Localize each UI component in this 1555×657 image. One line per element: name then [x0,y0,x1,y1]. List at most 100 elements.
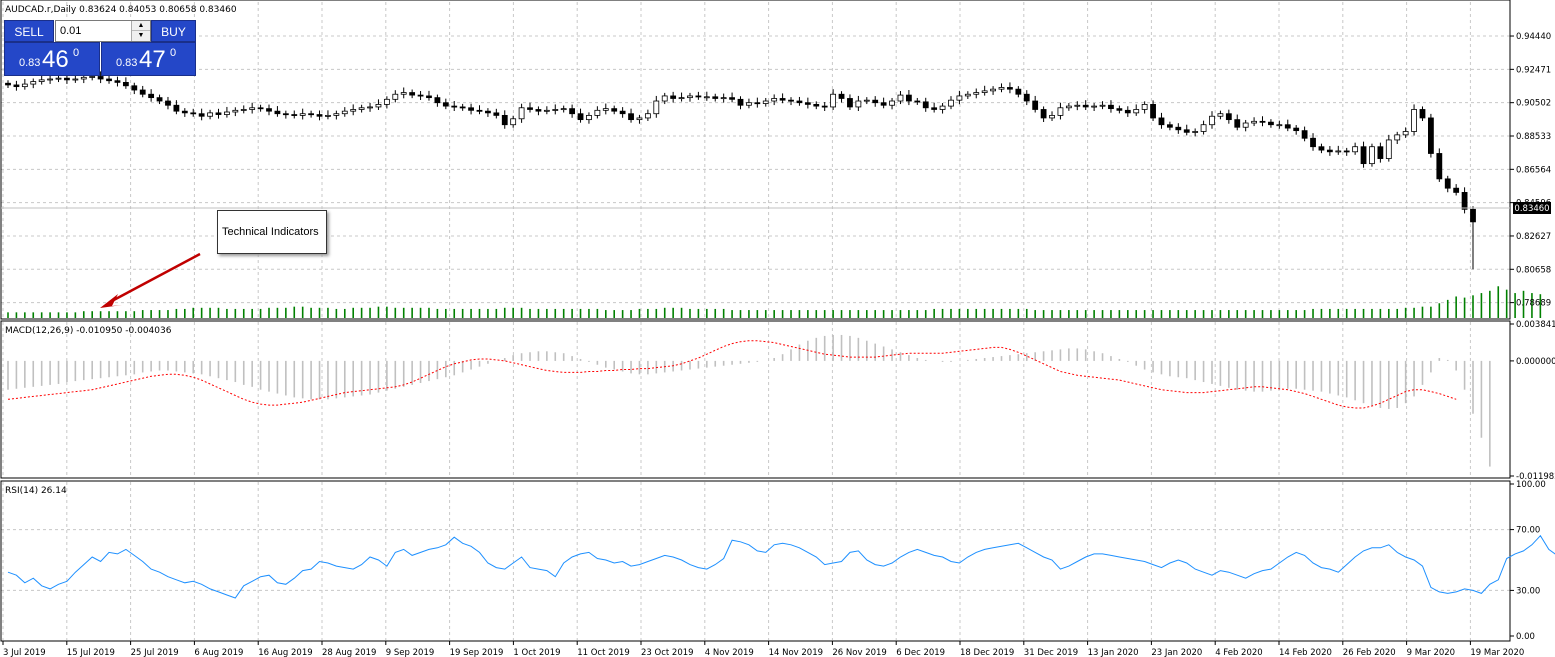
candle-body [476,109,483,112]
macd-pane[interactable] [0,320,1511,479]
candle-body [358,107,365,110]
annotation-arrow [100,252,201,308]
candle-body [1183,129,1190,133]
price-tick-label: 0.86564 [1516,165,1551,175]
candle-body [240,109,247,111]
candle-body [973,92,980,95]
spin-up-icon[interactable]: ▲ [132,21,150,31]
candle-body [636,117,643,121]
candlesticks [5,71,1476,270]
candle-body [1268,121,1274,126]
rsi-pane[interactable] [0,480,1511,642]
candle-body [1259,120,1266,123]
candle-body [905,94,912,102]
candle-body [1419,109,1426,119]
candle-body [459,106,466,109]
candle-body [21,83,28,88]
candle-body [198,113,205,117]
candle-body [560,108,567,111]
time-tick-label: 19 Mar 2020 [1470,648,1524,657]
candle-body [13,84,20,88]
candle-body [762,100,769,104]
candle-body [325,115,331,117]
candle-body [72,78,79,81]
candle-body [543,109,550,112]
candle-body [1310,137,1316,148]
candle-body [5,82,11,86]
candle-body [249,107,256,110]
lot-size-input[interactable]: 0.01 ▲ ▼ [55,20,151,42]
volume-bars [7,286,1542,318]
candle-body [838,93,845,99]
candle-body [442,102,449,107]
candle-body [190,112,197,115]
rsi-tick-label: 70.00 [1516,526,1540,536]
candle-body [1242,122,1249,128]
grid-lines [1,2,1510,640]
candle-body [1360,146,1367,165]
candle-body [122,81,129,87]
time-tick-label: 1 Oct 2019 [513,648,560,657]
time-tick-label: 26 Nov 2019 [832,648,886,657]
spin-down-icon[interactable]: ▼ [137,32,145,39]
technical-indicators-callout: Technical Indicators [217,210,327,254]
time-tick-label: 13 Jan 2020 [1088,648,1139,657]
candle-body [678,97,685,100]
candle-body [392,93,399,100]
candle-body [1166,124,1173,128]
candle-body [266,108,272,112]
candle-body [156,97,163,102]
price-tick-label: 0.94440 [1516,32,1551,42]
buy-button[interactable]: BUY [151,20,196,42]
buy-price-prefix: 0.83 [116,57,138,69]
candle-body [611,108,618,112]
lot-size-value: 0.01 [60,25,82,37]
candle-body [1234,119,1241,128]
rsi-tick-label: 0.00 [1516,632,1535,642]
price-tick-label: 0.90502 [1516,99,1551,109]
candle-body [1141,103,1148,110]
candle-body [1352,146,1359,153]
time-tick-label: 31 Dec 2019 [1024,648,1078,657]
price-pane[interactable] [0,0,1511,320]
candle-body [535,109,542,112]
candle-body [661,95,668,102]
sell-price-box[interactable]: 0.83 46 0 [4,42,100,76]
sell-price-fraction: 0 [73,47,80,59]
candle-body [922,101,929,109]
sell-price-pips: 46 [42,46,69,73]
candle-body [1082,104,1089,108]
candle-body [653,100,660,115]
candle-body [586,115,592,121]
candle-body [493,112,500,116]
sell-button[interactable]: SELL [4,20,54,42]
candle-body [1091,105,1098,108]
lot-spinner[interactable]: ▲ ▼ [131,21,150,41]
time-tick-label: 19 Sep 2019 [450,648,504,657]
candle-body [232,109,239,113]
candle-body [333,113,340,116]
candle-body [1150,103,1156,119]
candle-body [106,78,112,82]
candle-body [1192,131,1199,133]
candle-body [1276,124,1283,127]
candle-body [350,109,357,112]
candle-body [1225,113,1232,121]
candle-body [1301,130,1308,139]
candle-body [1023,93,1030,102]
candle-body [804,102,811,105]
candle-body [1099,104,1106,107]
macd-signal-line [7,340,1457,409]
candle-body [1394,134,1401,141]
candle-body [282,113,289,116]
time-tick-label: 4 Feb 2020 [1215,648,1263,657]
time-tick-label: 25 Jul 2019 [131,648,179,657]
candle-body [97,76,104,80]
candle-body [1040,109,1047,119]
macd-tick-label: -0.011982 [1516,472,1555,482]
candle-body [956,95,963,101]
buy-price-box[interactable]: 0.83 47 0 [101,42,196,76]
candle-body [1133,109,1140,114]
time-tick-label: 9 Mar 2020 [1407,648,1455,657]
